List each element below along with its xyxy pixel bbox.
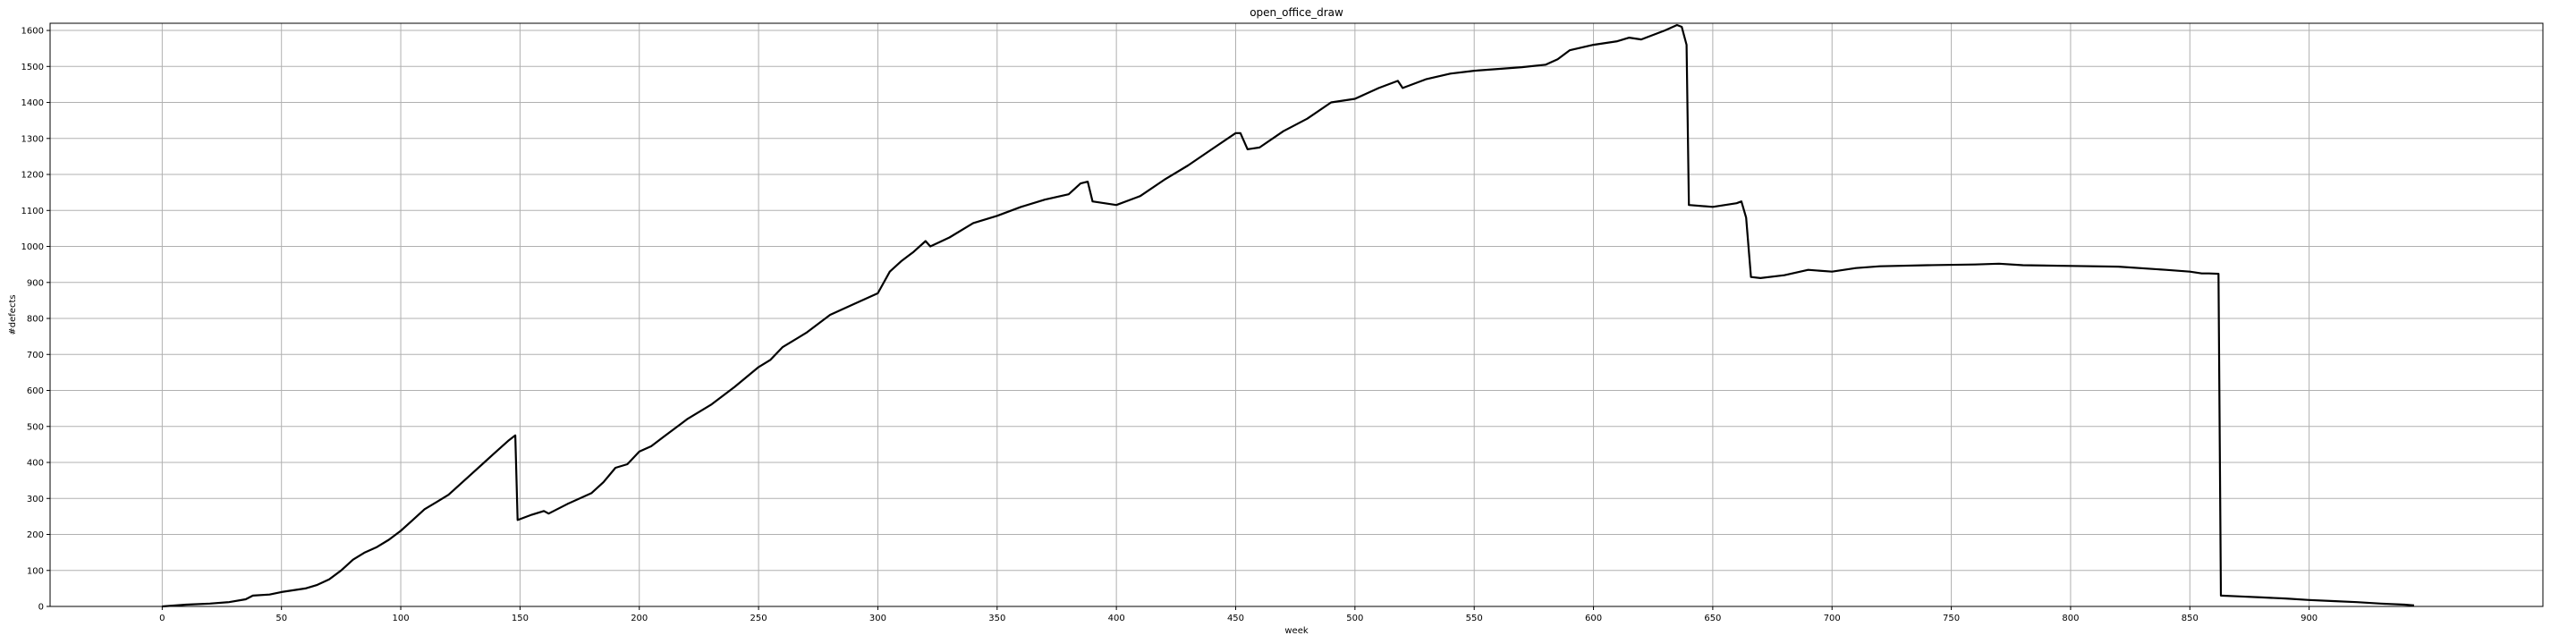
- y-tick-label: 800: [27, 315, 44, 325]
- y-tick-label: 1100: [21, 207, 44, 216]
- x-tick-label: 550: [1466, 614, 1483, 623]
- x-tick-label: 350: [988, 614, 1005, 623]
- x-tick-label: 900: [2301, 614, 2318, 623]
- series-line: [162, 23, 2415, 608]
- x-tick-label: 150: [512, 614, 529, 623]
- series-layer: [162, 23, 2415, 608]
- plot-frame: [49, 22, 2544, 607]
- y-tick-label: 1400: [21, 98, 44, 108]
- y-tick-label: 1000: [21, 242, 44, 252]
- x-tick-label: 100: [393, 614, 410, 623]
- x-tick-label: 450: [1227, 614, 1244, 623]
- x-tick-label: 400: [1108, 614, 1125, 623]
- x-tick-label: 250: [750, 614, 767, 623]
- y-tick-label: 1300: [21, 134, 44, 144]
- x-tick-label: 300: [869, 614, 886, 623]
- y-tick-label: 400: [27, 459, 44, 469]
- y-tick-label: 900: [27, 278, 44, 288]
- chart-title: open_office_draw: [1250, 6, 1343, 19]
- x-tick-label: 50: [275, 614, 287, 623]
- y-tick-label: 700: [27, 351, 44, 360]
- x-tick-label: 850: [2182, 614, 2199, 623]
- y-tick-label: 1500: [21, 63, 44, 72]
- axis-ticks: 0 50 100 150 200 250 300 350 400 450 500 550 600 650 7…: [21, 27, 2318, 623]
- x-tick-label: 200: [631, 614, 648, 623]
- y-tick-label: 1600: [21, 27, 44, 37]
- y-tick-label: 100: [27, 566, 44, 576]
- y-tick-label: 300: [27, 495, 44, 504]
- x-tick-label: 750: [1943, 614, 1960, 623]
- x-tick-label: 0: [159, 614, 165, 623]
- y-tick-label: 0: [38, 603, 44, 613]
- x-axis-label: week: [1284, 626, 1308, 636]
- y-tick-label: 1200: [21, 171, 44, 181]
- y-axis-label: #defects: [8, 294, 18, 335]
- x-tick-label: 800: [2062, 614, 2079, 623]
- y-tick-label: 200: [27, 530, 44, 540]
- x-tick-label: 650: [1704, 614, 1721, 623]
- x-tick-label: 500: [1346, 614, 1363, 623]
- y-tick-label: 600: [27, 386, 44, 396]
- x-tick-label: 700: [1824, 614, 1841, 623]
- x-tick-label: 600: [1585, 614, 1602, 623]
- y-tick-label: 500: [27, 422, 44, 432]
